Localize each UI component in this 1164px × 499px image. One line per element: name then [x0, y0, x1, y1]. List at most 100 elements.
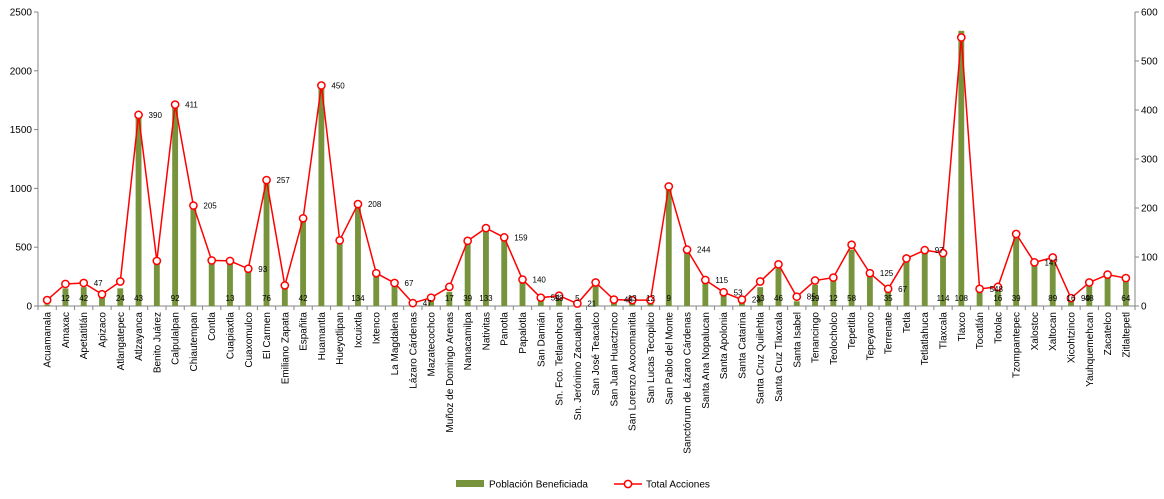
legend-label-total-acciones: Total Acciones	[646, 480, 710, 491]
line-data-label: 23	[752, 296, 761, 305]
bar-poblacion-beneficiada	[190, 206, 197, 306]
left-axis-tick-label: 2000	[10, 66, 33, 77]
bar-poblacion-beneficiada	[519, 280, 526, 306]
bar-data-label: 18	[555, 294, 564, 303]
bar-poblacion-beneficiada	[1122, 277, 1129, 306]
category-label: Sn. Fco. Tetlanohcan	[555, 312, 566, 406]
point-total-acciones	[828, 273, 838, 282]
category-label: El Carmen	[262, 312, 273, 359]
bar-poblacion-beneficiada	[281, 284, 288, 306]
left-axis-tick-label: 1500	[10, 125, 33, 136]
category-label: Santa Cruz Quilehtla	[756, 312, 767, 405]
point-total-acciones	[353, 199, 363, 209]
right-axis-tick-label: 500	[1141, 57, 1158, 68]
bar-poblacion-beneficiada	[1104, 275, 1111, 306]
bar-poblacion-beneficiada	[446, 291, 453, 306]
bar-poblacion-beneficiada	[62, 288, 69, 306]
point-total-acciones	[390, 278, 399, 288]
point-total-acciones	[1103, 270, 1112, 279]
bar-data-label: 17	[445, 294, 454, 303]
point-total-acciones	[627, 295, 637, 305]
category-label: Terrenate	[884, 312, 895, 355]
point-total-acciones	[445, 282, 454, 292]
bar-data-label: 5	[575, 294, 580, 303]
bar-poblacion-beneficiada	[958, 30, 965, 306]
category-label: Nativitas	[481, 312, 492, 350]
point-total-acciones	[664, 182, 674, 191]
point-total-acciones	[134, 110, 143, 120]
bar-poblacion-beneficiada	[757, 287, 764, 306]
bar-data-label: 12	[61, 294, 70, 303]
point-total-acciones	[719, 287, 728, 297]
bar-poblacion-beneficiada	[921, 251, 928, 306]
category-label: Acuamanala	[43, 312, 54, 368]
category-label: Hueyotlipan	[335, 312, 346, 365]
point-total-acciones	[426, 293, 436, 303]
line-data-label: 548	[990, 285, 1004, 294]
bar-data-label: 46	[774, 294, 783, 303]
line-data-label: 53	[734, 288, 743, 297]
point-total-acciones	[737, 295, 747, 304]
bar-poblacion-beneficiada	[665, 183, 672, 306]
category-label: Muñoz de Domingo Arenas	[445, 312, 456, 433]
point-total-acciones	[1048, 253, 1058, 262]
bar-data-label: 12	[829, 294, 838, 303]
bar-poblacion-beneficiada	[885, 290, 892, 306]
point-total-acciones	[1030, 258, 1039, 267]
bar-poblacion-beneficiada	[483, 228, 489, 306]
bar-data-label: 13	[756, 294, 765, 303]
point-total-acciones	[335, 235, 345, 245]
line-data-label: 99	[1081, 294, 1090, 303]
category-label: Sn. Jerónimo Zacualpan	[573, 312, 584, 420]
bar-poblacion-beneficiada	[135, 113, 142, 306]
bar-poblacion-beneficiada	[537, 298, 544, 306]
line-data-label: 390	[149, 111, 163, 120]
point-total-acciones	[371, 268, 381, 278]
category-label: Tlaxco	[957, 312, 968, 342]
point-total-acciones	[152, 256, 162, 266]
point-total-acciones	[243, 264, 253, 274]
bar-data-label: 42	[299, 294, 308, 303]
bar-poblacion-beneficiada	[464, 240, 471, 306]
point-total-acciones	[591, 278, 600, 287]
point-total-acciones	[810, 276, 820, 285]
bar-poblacion-beneficiada	[99, 291, 105, 306]
bar-data-label: 13	[226, 294, 235, 303]
bar-data-label: 58	[847, 294, 856, 303]
bar-poblacion-beneficiada	[866, 276, 873, 306]
left-axis-tick-label: 500	[15, 243, 32, 254]
bar-poblacion-beneficiada	[994, 288, 1001, 306]
category-label: Xaltocan	[1048, 312, 1059, 351]
bar-data-label: 108	[955, 294, 969, 303]
line-data-label: 57	[1154, 0, 1163, 2]
line-data-label: 115	[715, 276, 728, 285]
bar-poblacion-beneficiada	[172, 104, 179, 307]
data-labels: 12 42 24 43 92 13 76 42 134 17 39 133 18 5 13 12 9 13 46 19…	[61, 0, 1164, 309]
legend-swatch-poblacion-beneficiada	[456, 480, 484, 487]
point-total-acciones	[170, 100, 180, 109]
bar-data-label: 19	[811, 294, 820, 303]
bar-poblacion-beneficiada	[391, 284, 398, 306]
bar-poblacion-beneficiada	[355, 206, 361, 306]
point-total-acciones	[847, 240, 856, 250]
line-data-label: 257	[277, 176, 291, 185]
category-label: Atlzayanca	[134, 312, 145, 361]
line-data-label: 47	[94, 279, 103, 288]
category-label: Tetlatlahuca	[920, 312, 931, 366]
bar-data-label: 24	[116, 294, 125, 303]
bar-poblacion-beneficiada	[812, 284, 818, 306]
bar-data-label: 13	[628, 294, 637, 303]
line-data-label: 97	[935, 246, 944, 255]
right-axis-tick-label: 0	[1141, 302, 1147, 313]
bar-data-label: 64	[1121, 294, 1130, 303]
bar-poblacion-beneficiada	[1031, 262, 1038, 306]
category-label: Tepetitla	[847, 312, 858, 350]
category-label: Tocatlán	[975, 312, 986, 349]
point-total-acciones	[938, 248, 948, 258]
category-label: Santa Catarina	[737, 312, 748, 379]
bar-poblacion-beneficiada	[80, 287, 87, 306]
category-label: San Lorenzo Axocomanitla	[628, 312, 639, 431]
point-total-acciones	[536, 293, 546, 303]
category-label: San José Teacalco	[591, 312, 602, 396]
